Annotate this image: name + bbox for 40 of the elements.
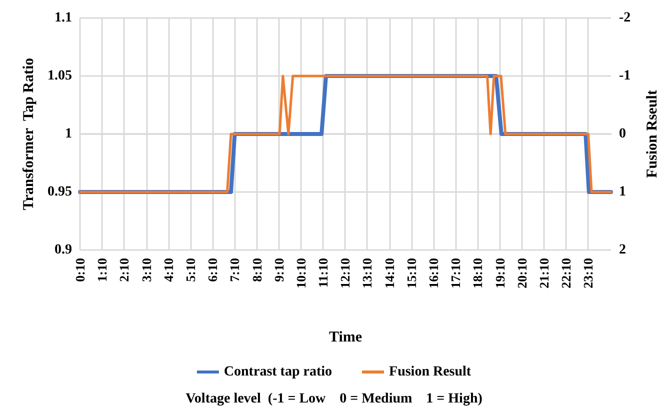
x-tick-label: 19:10 xyxy=(492,258,508,288)
x-tick-label: 7:10 xyxy=(227,258,242,282)
y2-tick-label: 0 xyxy=(619,126,626,142)
x-tick-label: 11:10 xyxy=(316,258,331,288)
x-tick-label: 18:10 xyxy=(470,258,486,288)
x-tick-label: 16:10 xyxy=(426,258,442,288)
x-tick-label: 17:10 xyxy=(448,258,464,288)
x-tick-label: 9:10 xyxy=(271,258,286,282)
x-tick-label: 5:10 xyxy=(182,258,198,282)
text: Voltage level (-1 = Low 0 = Medium 1 = High) xyxy=(186,392,483,406)
x-tick-label: 23:10 xyxy=(580,258,596,288)
y2-tick-label: 1 xyxy=(619,184,626,200)
x-tick-label: 13:10 xyxy=(360,258,375,288)
y2-axis-title: Fusion Rseult xyxy=(644,90,660,178)
x-tick-label: 4:10 xyxy=(160,258,176,282)
x-tick-label: 21:10 xyxy=(536,258,552,288)
x-tick-label: 8:10 xyxy=(249,258,264,282)
x-tick-label: 3:10 xyxy=(138,258,154,282)
x-tick-label: 12:10 xyxy=(338,258,353,288)
x-tick-label: 10:10 xyxy=(293,258,308,288)
y2-tick-label: -1 xyxy=(619,68,631,84)
x-tick-label: 0:10 xyxy=(72,258,88,282)
y-tick-label: 1.1 xyxy=(54,10,72,26)
legend-label: Fusion Result xyxy=(389,364,472,380)
legend-label: Contrast tap ratio xyxy=(224,364,332,380)
x-tick-label: 22:10 xyxy=(558,258,574,288)
y-tick-label: 0.95 xyxy=(48,184,72,200)
x-tick-label: 15:10 xyxy=(404,258,419,288)
x-tick-label: 20:10 xyxy=(514,258,530,288)
x-tick-label: 6:10 xyxy=(205,258,220,282)
y-axis-title: Transformer Tap Ratio xyxy=(21,58,38,210)
y2-tick-label: -2 xyxy=(619,10,631,26)
y-tick-label: 1 xyxy=(65,126,72,142)
x-tick-label: 2:10 xyxy=(116,258,132,282)
x-tick-label: 1:10 xyxy=(94,258,110,282)
y2-tick-label: 2 xyxy=(619,242,626,258)
y-tick-label: 0.9 xyxy=(54,242,72,258)
x-axis-title: Time xyxy=(328,330,362,346)
y-tick-label: 1.05 xyxy=(48,68,72,84)
x-tick-label: 14:10 xyxy=(382,258,397,288)
